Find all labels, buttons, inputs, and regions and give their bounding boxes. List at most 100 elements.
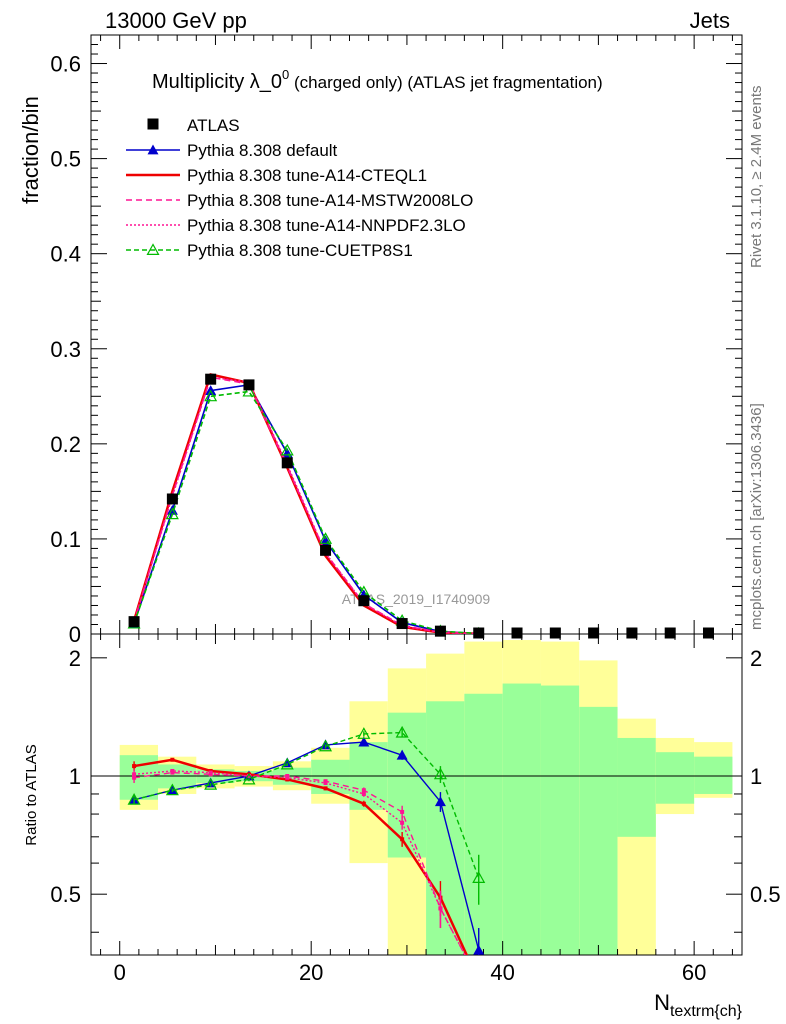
ratio-marker-cuetp8s1	[242, 772, 256, 785]
legend: ATLAS Pythia 8.308 default Pythia 8.308 tu…	[126, 116, 473, 260]
legend-label-default: Pythia 8.308 default	[187, 141, 338, 160]
header-left: 13000 GeV pp	[105, 8, 247, 33]
ratio-marker-cteql1	[323, 786, 328, 791]
ratio-marker-mstw	[477, 979, 481, 983]
ratio-bands	[119, 640, 733, 955]
y-tick-label-bottom: 2	[69, 646, 81, 671]
ratio-marker-cuetp8s1	[472, 871, 486, 883]
band-inner	[694, 756, 733, 794]
header-right: Jets	[690, 8, 730, 33]
y-tick-label-top: 0.6	[50, 52, 81, 77]
ratio-series	[127, 725, 486, 983]
ratio-marker-mstw	[361, 788, 366, 793]
ratio-marker-default	[434, 796, 446, 807]
x-axis-label: Ntextrm{ch}	[654, 990, 743, 1020]
y-tick-label-top: 0.4	[50, 242, 81, 267]
ratio-marker-nnpdf	[132, 772, 137, 777]
data-point	[128, 616, 140, 628]
ratio-marker-nnpdf	[477, 979, 481, 983]
data-point	[396, 618, 408, 630]
legend-marker-cuetp8s1	[146, 243, 160, 255]
data-point	[320, 544, 332, 556]
ratio-marker-cteql1	[132, 764, 137, 769]
legend-label-nnpdf: Pythia 8.308 tune-A14-NNPDF2.3LO	[187, 216, 466, 235]
legend-label-mstw: Pythia 8.308 tune-A14-MSTW2008LO	[187, 191, 473, 210]
legend-marker-default	[147, 144, 159, 155]
y-tick-label-top: 0.1	[50, 527, 81, 552]
x-tick-label: 20	[299, 960, 323, 985]
data-point	[702, 627, 714, 639]
y-axis-label-top: fraction/bin	[18, 96, 43, 204]
legend-label-cteql1: Pythia 8.308 tune-A14-CTEQL1	[187, 166, 427, 185]
ratio-marker-nnpdf	[438, 906, 443, 911]
y-tick-label-top: 0.5	[50, 147, 81, 172]
series-line-nnpdf	[133, 376, 479, 634]
ratio-panel-frame	[90, 633, 743, 956]
y-tick-label-top: 0.2	[50, 432, 81, 457]
ratio-marker-cuetp8s1	[165, 783, 179, 796]
title-sup: 0	[282, 67, 289, 82]
x-tick-label: 0	[114, 960, 126, 985]
ratio-marker-cteql1	[170, 757, 175, 762]
side-label-top: Rivet 3.1.10, ≥ 2.4M events	[748, 86, 765, 269]
data-point	[473, 627, 485, 639]
ratio-marker-nnpdf	[170, 768, 175, 773]
legend-label-data: ATLAS	[187, 116, 240, 135]
data-point	[166, 493, 178, 505]
side-label-bottom: mcplots.cern.ch [arXiv:1306.3436]	[748, 403, 765, 630]
ratio-marker-cteql1	[400, 837, 405, 842]
ratio-line-cuetp8s1	[133, 731, 480, 879]
x-axis-label-sub: textrm{ch}	[670, 1003, 743, 1020]
legend-label-cuetp8s1: Pythia 8.308 tune-CUETP8S1	[187, 241, 413, 260]
ratio-marker-nnpdf	[208, 770, 213, 775]
ratio-marker-default	[396, 749, 408, 760]
band-inner	[311, 759, 350, 794]
x-tick-label: 60	[682, 960, 706, 985]
ratio-marker-cuetp8s1	[433, 767, 447, 780]
data-point	[626, 627, 638, 639]
ratio-marker-mstw	[400, 809, 405, 814]
ratio-marker-cuetp8s1	[127, 793, 141, 805]
series-line-cuetp8s1	[133, 390, 479, 634]
main-data-points	[128, 373, 714, 639]
series-line-mstw	[133, 376, 479, 634]
band-inner	[502, 683, 541, 955]
ratio-line-cteql1	[133, 758, 469, 955]
data-point	[358, 595, 370, 607]
series-marker-cuetp8s1	[280, 443, 294, 456]
ratio-marker-nnpdf	[285, 775, 290, 780]
series-marker-cuetp8s1	[204, 389, 218, 402]
y-tick-label-top: 0	[69, 622, 81, 647]
band-inner	[540, 685, 580, 955]
ratio-marker-cteql1	[361, 801, 366, 806]
ratio-line-mstw	[133, 771, 466, 955]
ratio-marker-cuetp8s1	[319, 739, 333, 752]
y-tick-label-bottom-right: 2	[750, 646, 762, 671]
ratio-marker-nnpdf	[323, 780, 328, 785]
legend-marker-data	[147, 118, 159, 130]
ratio-marker-default	[473, 944, 485, 955]
y-tick-label-bottom: 1	[69, 764, 81, 789]
y-axis-label-bottom: Ratio to ATLAS	[23, 744, 40, 845]
band-inner	[387, 712, 427, 858]
data-point	[664, 627, 676, 639]
band-inner	[655, 752, 695, 804]
y-tick-label-top: 0.3	[50, 337, 81, 362]
ratio-line-default	[133, 741, 480, 951]
title-main: Multiplicity λ_0	[152, 71, 282, 93]
data-point	[281, 457, 293, 469]
title-sub: (charged only) (ATLAS jet fragmentation)	[289, 73, 602, 92]
data-point	[243, 379, 255, 391]
chart-title: Multiplicity λ_00 (charged only) (ATLAS …	[152, 67, 603, 93]
ratio-marker-nnpdf	[246, 774, 251, 779]
band-inner	[464, 693, 503, 955]
ratio-marker-cuetp8s1	[357, 727, 371, 739]
series-marker-cuetp8s1	[165, 507, 179, 520]
y-tick-label-bottom: 0.5	[50, 882, 81, 907]
y-tick-label-bottom-right: 0.5	[750, 882, 781, 907]
ratio-marker-cuetp8s1	[395, 725, 409, 738]
x-tick-label: 40	[490, 960, 514, 985]
band-inner	[426, 701, 465, 955]
ratio-line-nnpdf	[134, 770, 466, 955]
